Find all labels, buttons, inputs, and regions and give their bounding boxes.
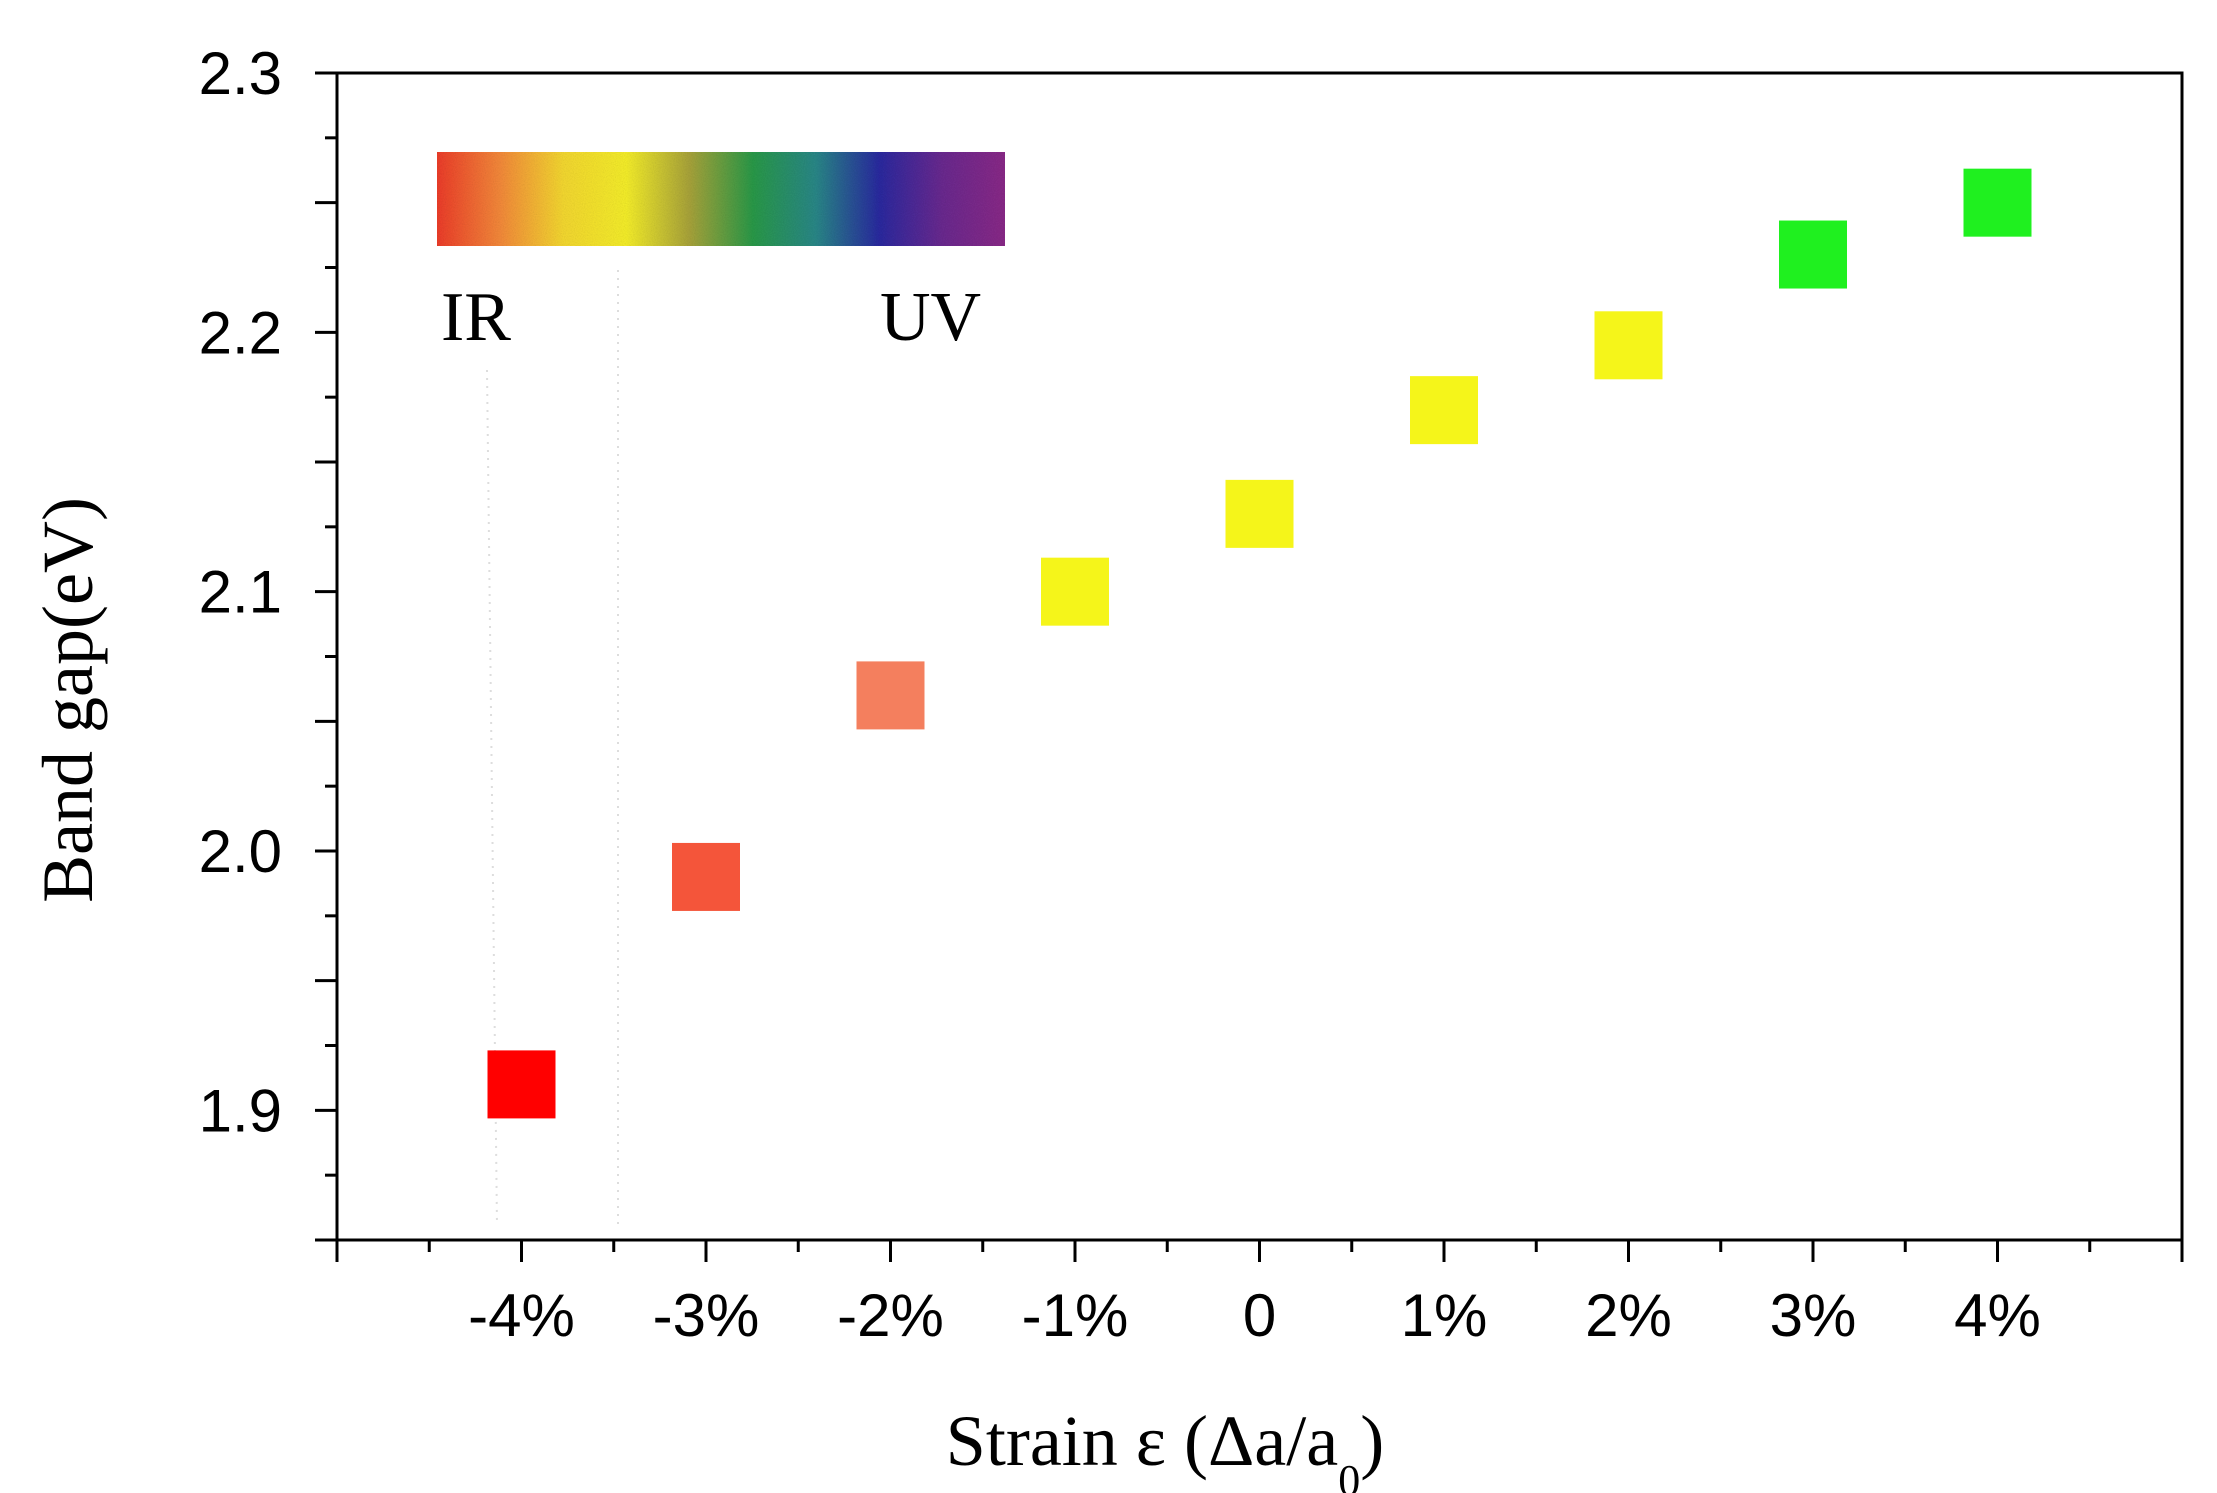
x-axis-title-subscript: 0 [1338, 1456, 1360, 1493]
y-tick-label: 2.1 [199, 559, 282, 626]
legend-ir-label: IR [441, 279, 511, 356]
x-axis-title: Strain ε (Δa/a0) [946, 1401, 1384, 1493]
x-tick-label: -4% [468, 1282, 575, 1349]
y-tick-label: 2.0 [199, 818, 282, 885]
y-tick-label: 1.9 [199, 1077, 282, 1144]
x-axis-title-close: ) [1360, 1401, 1384, 1481]
data-point [1963, 168, 2032, 237]
data-point [487, 1050, 556, 1119]
x-tick-label: -2% [837, 1282, 944, 1349]
x-tick-label: 1% [1401, 1282, 1488, 1349]
data-points [487, 168, 2032, 1119]
data-point [672, 842, 740, 911]
x-tick-label: 4% [1954, 1282, 2041, 1349]
y-axis-title: Band gap(eV) [28, 497, 108, 903]
data-point [1594, 311, 1663, 380]
data-point [1779, 220, 1847, 289]
data-point [1041, 557, 1109, 626]
axis-ticks [315, 71, 2184, 1262]
data-point [856, 661, 925, 730]
data-point [1225, 479, 1294, 548]
plot-frame [335, 71, 2184, 1242]
spectrum-legend: IR UV [437, 152, 1005, 356]
x-tick-label: -3% [653, 1282, 760, 1349]
axis-tick-labels: -4% -3% -2% -1% 0 1% 2% 3% 4% 1.9 2.0 2.1 2.2 2.3 [199, 40, 2041, 1349]
data-point [1410, 376, 1478, 445]
x-tick-label: 2% [1585, 1282, 1672, 1349]
x-tick-label: 0 [1243, 1282, 1276, 1349]
legend-uv-label: UV [880, 279, 981, 356]
x-axis-title-main: Strain ε (Δa/a [946, 1401, 1338, 1481]
y-tick-label: 2.2 [199, 299, 282, 366]
spectrum-bar [437, 152, 1005, 246]
x-tick-label: -1% [1022, 1282, 1129, 1349]
y-tick-label: 2.3 [199, 40, 282, 107]
x-tick-label: 3% [1770, 1282, 1857, 1349]
